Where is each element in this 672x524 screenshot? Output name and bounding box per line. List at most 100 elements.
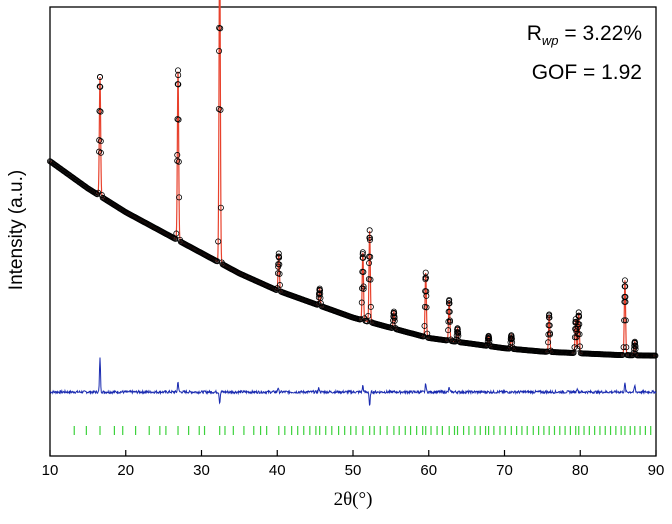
- observed-point: [360, 254, 367, 261]
- observed-point: [508, 333, 515, 340]
- observed-point: [546, 314, 553, 321]
- observed-point: [455, 332, 462, 339]
- observed-point: [367, 303, 374, 310]
- observed-point: [391, 310, 398, 317]
- observed-point: [276, 261, 283, 268]
- observed-point: [367, 276, 374, 283]
- observed-point: [98, 191, 105, 198]
- x-axis-ticks: 10 20 30 40 50 60 70 80 90: [42, 450, 665, 479]
- observed-point: [391, 317, 398, 324]
- observed-point: [630, 345, 637, 352]
- observed-point: [546, 311, 553, 318]
- observed-point: [446, 318, 453, 325]
- observed-point: [276, 253, 283, 260]
- observed-point: [623, 344, 630, 351]
- observed-point: [423, 288, 430, 295]
- observed-point: [215, 238, 222, 245]
- observed-point: [217, 204, 224, 211]
- plot-area: [47, 0, 659, 435]
- observed-point: [175, 116, 182, 123]
- x-tick-label: 90: [648, 462, 665, 479]
- observed-point: [571, 334, 578, 341]
- x-tick-label: 80: [572, 462, 589, 479]
- observed-point: [622, 298, 629, 305]
- observed-point: [622, 317, 629, 324]
- calculated-profile-line: [49, 0, 656, 357]
- x-tick-label: 20: [117, 462, 134, 479]
- observed-point: [94, 191, 101, 198]
- observed-point: [576, 331, 583, 338]
- observed-point: [366, 260, 373, 267]
- observed-point: [217, 25, 224, 32]
- observed-point: [575, 309, 582, 316]
- observed-point: [360, 283, 367, 290]
- observed-point: [632, 342, 639, 349]
- observed-point: [366, 227, 373, 234]
- x-tick-label: 50: [345, 462, 362, 479]
- observed-point: [365, 312, 372, 319]
- observed-point: [576, 343, 583, 350]
- observed-point: [446, 300, 453, 307]
- observed-point: [276, 270, 283, 277]
- observed-point: [97, 83, 104, 90]
- observed-point: [317, 290, 324, 297]
- observed-point: [276, 282, 283, 289]
- observed-data-series: [47, 24, 659, 359]
- bragg-markers: [73, 426, 652, 435]
- x-tick-label: 10: [42, 462, 59, 479]
- observed-point: [422, 274, 429, 281]
- observed-point: [360, 269, 367, 276]
- observed-point: [173, 230, 180, 237]
- observed-point: [175, 72, 182, 79]
- observed-point: [391, 313, 398, 320]
- observed-point: [445, 327, 452, 334]
- observed-point: [620, 344, 627, 351]
- observed-point: [175, 67, 182, 74]
- x-tick-label: 60: [420, 462, 437, 479]
- observed-point: [97, 149, 104, 156]
- observed-point: [366, 237, 373, 244]
- observed-point: [366, 234, 373, 241]
- observed-point: [358, 299, 365, 306]
- observed-point: [175, 81, 182, 88]
- y-axis-label: Intensity (a.u.): [6, 170, 27, 290]
- observed-point: [508, 336, 515, 343]
- observed-point: [545, 339, 552, 346]
- observed-point: [621, 317, 628, 324]
- observed-point: [175, 158, 182, 165]
- observed-point: [486, 338, 493, 345]
- observed-point: [621, 277, 628, 284]
- x-tick-label: 40: [269, 462, 286, 479]
- observed-point: [97, 108, 104, 115]
- observed-point: [275, 250, 282, 257]
- gof-annotation: GOF = 1.92: [532, 61, 642, 84]
- observed-point: [455, 329, 462, 336]
- observed-point: [652, 352, 659, 359]
- observed-point: [96, 137, 103, 144]
- observed-point: [423, 304, 430, 311]
- observed-point: [571, 344, 578, 351]
- observed-point: [486, 335, 493, 342]
- observed-point: [632, 345, 639, 352]
- observed-point: [216, 48, 223, 55]
- observed-point: [359, 249, 366, 256]
- observed-point: [454, 326, 461, 333]
- observed-point: [317, 295, 324, 302]
- observed-point: [446, 308, 453, 315]
- observed-point: [576, 312, 583, 319]
- rwp-annotation: Rwp = 3.22%: [527, 22, 642, 48]
- observed-point: [485, 333, 492, 340]
- observed-point: [360, 285, 367, 292]
- observed-point: [509, 339, 516, 346]
- observed-point: [575, 324, 582, 331]
- observed-point: [421, 322, 428, 329]
- observed-point: [97, 138, 104, 145]
- x-axis-label: 2θ(°): [334, 489, 373, 510]
- observed-point: [546, 331, 553, 338]
- difference-curve: [49, 357, 657, 406]
- x-tick-label: 30: [193, 462, 210, 479]
- observed-point: [359, 251, 366, 258]
- observed-point: [176, 194, 183, 201]
- observed-point: [217, 106, 224, 113]
